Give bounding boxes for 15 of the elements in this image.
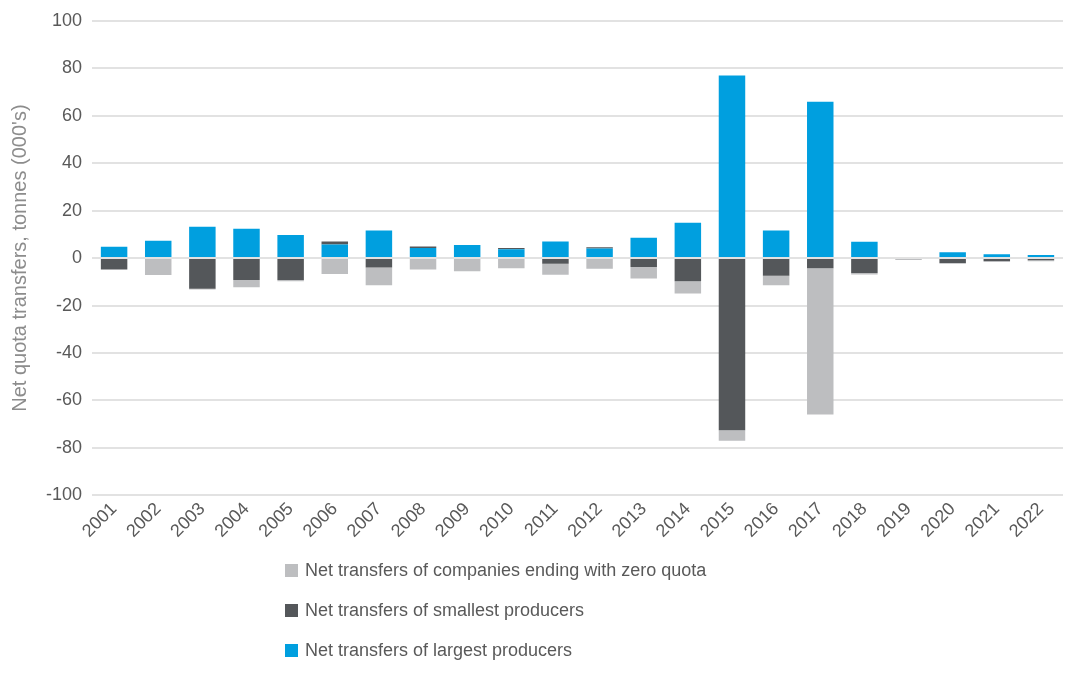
y-tick-label: 0	[72, 247, 83, 268]
y-tick-label: -100	[46, 484, 83, 505]
legend-label: Net transfers of largest producers	[305, 639, 573, 661]
y-tick-label: 100	[51, 9, 83, 30]
y-tick-label: 60	[62, 104, 83, 125]
y-tick-label: -60	[56, 389, 83, 410]
legend-label: Net transfers of companies ending with zero quota	[305, 559, 707, 581]
y-axis-title: Net quota transfers, tonnes (000's)	[7, 104, 30, 412]
legend-label: Net transfers of smallest producers	[305, 599, 585, 621]
y-tick-label: 20	[62, 199, 83, 220]
y-tick-label: -20	[56, 294, 83, 315]
y-tick-label: -40	[56, 342, 83, 362]
y-tick-label: 40	[62, 152, 83, 173]
y-tick-label: -80	[56, 436, 83, 457]
y-tick-label: 80	[62, 57, 83, 78]
